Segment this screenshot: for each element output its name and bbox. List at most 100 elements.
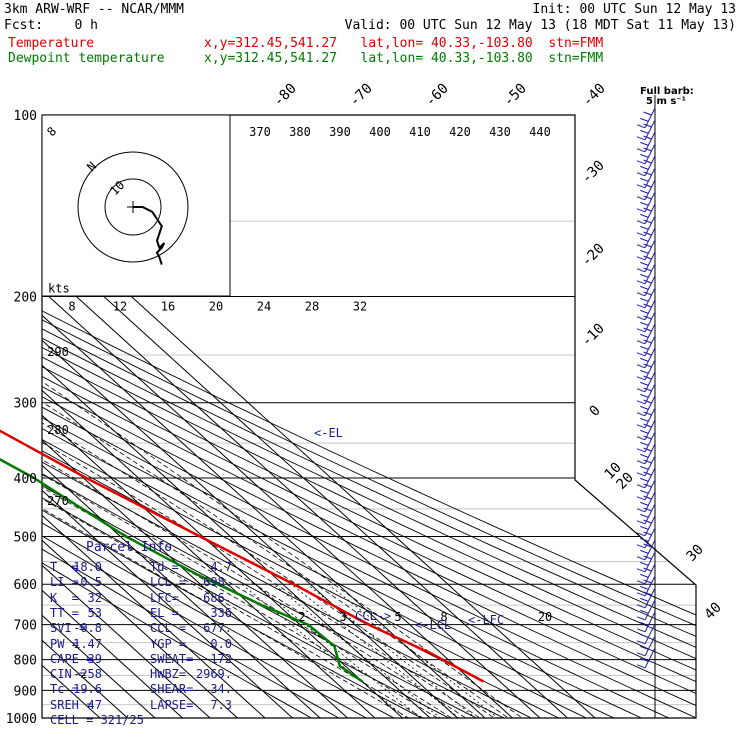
wind-barb bbox=[636, 371, 656, 393]
dry-adiabat bbox=[42, 115, 696, 718]
moist-adiabat bbox=[42, 268, 472, 718]
wind-barb bbox=[636, 275, 656, 297]
isotherm bbox=[42, 115, 486, 718]
wind-barb bbox=[636, 587, 656, 609]
theta-label: 390 bbox=[329, 125, 351, 139]
hodograph-trace bbox=[133, 206, 166, 265]
wind-barb bbox=[636, 647, 656, 669]
forecast-hour: Fcst: 0 h bbox=[4, 18, 98, 33]
isotherm bbox=[42, 115, 541, 718]
dry-adiabat bbox=[42, 115, 696, 718]
temperature-label: -10 bbox=[579, 321, 608, 350]
parcel-cell: LCL = bbox=[150, 575, 187, 590]
pressure-label-900: 900 bbox=[14, 684, 37, 699]
wind-barb bbox=[636, 539, 656, 561]
parcel-cell: Tc = bbox=[50, 682, 79, 697]
theta-label: 430 bbox=[489, 125, 511, 139]
temperature-location-info: x,y=312.45,541.27 lat,lon= 40.33,-103.80… bbox=[204, 36, 604, 51]
wind-barb bbox=[636, 611, 656, 633]
wind-barb bbox=[636, 191, 656, 213]
hodograph-speed-tick: 24 bbox=[257, 300, 271, 314]
temperature-label: 0 bbox=[587, 403, 604, 420]
dry-adiabat bbox=[42, 115, 527, 718]
wind-barb bbox=[636, 527, 656, 549]
wind-barb bbox=[636, 359, 656, 381]
parcel-cell: -0.8 bbox=[73, 621, 102, 636]
parcel-cell: CCL = bbox=[150, 621, 187, 636]
isotherm bbox=[42, 115, 431, 718]
wind-barb bbox=[636, 107, 656, 129]
wind-barb bbox=[636, 167, 656, 189]
wind-barb bbox=[636, 575, 656, 597]
dry-adiabat bbox=[42, 115, 696, 718]
parcel-cell: K = bbox=[50, 590, 79, 605]
theta-label: 410 bbox=[409, 125, 431, 139]
theta-label: 400 bbox=[369, 125, 391, 139]
pressure-label-500: 500 bbox=[14, 530, 37, 545]
parcel-cell: 698. bbox=[203, 575, 232, 590]
level-marker: <-LFC bbox=[468, 613, 504, 627]
isotherm bbox=[42, 115, 623, 718]
isotherm bbox=[42, 115, 211, 718]
parcel-cell: 336 bbox=[210, 605, 232, 620]
pressure-label-1000: 1000 bbox=[6, 712, 37, 727]
hodograph-speed-tick: 8 bbox=[68, 300, 75, 314]
parcel-cell: 686. bbox=[203, 590, 232, 605]
dry-adiabat bbox=[42, 115, 385, 718]
hodograph-speed-tick: 16 bbox=[161, 300, 175, 314]
isotherm bbox=[42, 115, 321, 718]
hodograph-speed-tick: 20 bbox=[209, 300, 223, 314]
wind-barb bbox=[636, 263, 656, 285]
parcel-cell: SWEAT= bbox=[150, 651, 194, 666]
wind-barb bbox=[636, 623, 656, 645]
wind-barb bbox=[636, 119, 656, 141]
pressure-label-600: 600 bbox=[14, 578, 37, 593]
mixing-ratio-label: 8 bbox=[440, 610, 447, 624]
dry-adiabat bbox=[42, 115, 696, 718]
model-title: 3km ARW-WRF -- NCAR/MMM bbox=[4, 2, 185, 17]
temperature-label: -70 bbox=[347, 81, 376, 110]
wind-barb bbox=[636, 551, 656, 573]
dry-adiabat bbox=[42, 115, 498, 718]
parcel-cell: PW = bbox=[50, 636, 79, 651]
parcel-cell: 0.0 bbox=[210, 636, 232, 651]
theta-label: 270 bbox=[47, 494, 69, 508]
theta-label: 420 bbox=[449, 125, 471, 139]
parcel-cell: 39 bbox=[87, 651, 102, 666]
parcel-cell: LAPSE= bbox=[150, 697, 194, 712]
barb-legend-title: Full barb: bbox=[640, 86, 694, 97]
wind-barb bbox=[636, 419, 656, 441]
wind-barb bbox=[636, 467, 656, 489]
wind-barb bbox=[636, 635, 656, 657]
dry-adiabat bbox=[42, 115, 696, 718]
level-marker: <-LCL bbox=[415, 618, 451, 632]
parcel-cell: TT = bbox=[50, 605, 79, 620]
wind-barb bbox=[636, 179, 656, 201]
parcel-cell: 172 bbox=[210, 651, 232, 666]
parcel-cell: -0.5 bbox=[73, 575, 102, 590]
theta-label: 280 bbox=[47, 423, 69, 437]
parcel-cell: EL = bbox=[150, 605, 179, 620]
level-marker: CCL-> bbox=[355, 609, 391, 623]
theta-label: 380 bbox=[289, 125, 311, 139]
dewpoint-location-info: x,y=312.45,541.27 lat,lon= 40.33,-103.80… bbox=[204, 51, 604, 66]
hodograph-units: kts bbox=[48, 282, 70, 296]
wind-barb bbox=[636, 323, 656, 345]
dewpoint-profile bbox=[0, 457, 364, 683]
dry-adiabat bbox=[42, 115, 414, 718]
wind-barb bbox=[636, 515, 656, 537]
temperature-label: -20 bbox=[579, 241, 608, 270]
dry-adiabat bbox=[42, 115, 696, 718]
parcel-cell: CAPE = bbox=[50, 651, 94, 666]
mixing-ratio-label: 5 bbox=[394, 610, 401, 624]
mixing-ratio-label: 20 bbox=[538, 610, 552, 624]
dry-adiabat bbox=[42, 115, 696, 718]
temperature-label: -50 bbox=[501, 81, 530, 110]
dry-adiabat bbox=[42, 115, 696, 718]
mixing-ratio-label: 3 bbox=[339, 610, 346, 624]
isotherm bbox=[42, 115, 403, 718]
parcel-cell: 7.3 bbox=[210, 697, 232, 712]
mixing-ratio-line bbox=[306, 583, 493, 718]
parcel-cell: HWBZ= bbox=[150, 667, 187, 682]
hodograph-ring-1 bbox=[77, 151, 189, 263]
